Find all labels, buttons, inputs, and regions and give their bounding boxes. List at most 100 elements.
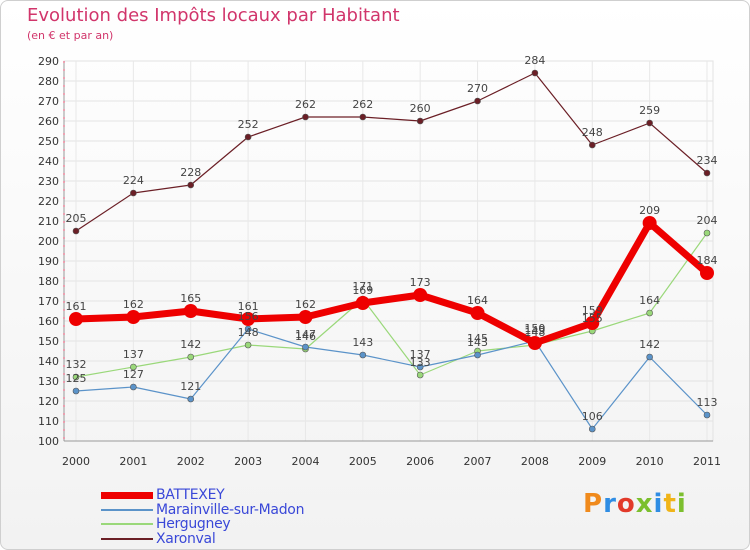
data-point [416, 363, 424, 371]
data-point [298, 310, 313, 324]
data-label: 228 [180, 166, 201, 179]
data-point [416, 371, 424, 379]
data-label: 284 [524, 54, 545, 67]
data-label: 248 [582, 126, 603, 139]
y-tick-label: 140 [38, 355, 59, 368]
series-line [75, 328, 708, 430]
data-label: 260 [410, 102, 431, 115]
x-tick-label: 2007 [464, 455, 492, 468]
y-tick-label: 290 [38, 55, 59, 68]
data-label: 121 [180, 380, 201, 393]
data-label: 205 [66, 212, 87, 225]
y-tick-label: 220 [38, 195, 59, 208]
data-label: 149 [524, 324, 545, 337]
data-label: 164 [639, 294, 660, 307]
data-label: 127 [123, 368, 144, 381]
data-label: 169 [352, 284, 373, 297]
data-point [126, 310, 141, 324]
x-tick-label: 2004 [291, 455, 319, 468]
y-tick-label: 160 [38, 315, 59, 328]
data-label: 165 [180, 292, 201, 305]
data-point [302, 113, 309, 121]
legend-swatch [101, 509, 153, 511]
data-point [72, 387, 80, 395]
data-label: 145 [467, 332, 488, 345]
data-label: 234 [697, 154, 718, 167]
series-line [75, 72, 708, 232]
chart-title: Evolution des Impôts locaux par Habitant [27, 5, 400, 26]
data-label: 146 [295, 330, 316, 343]
data-label: 262 [295, 98, 316, 111]
data-label: 143 [467, 336, 488, 349]
data-label: 148 [524, 326, 545, 339]
data-label: 184 [697, 254, 718, 267]
legend-label: Xaronval [156, 531, 216, 547]
data-label: 224 [123, 174, 144, 187]
legend-swatch [101, 523, 153, 525]
data-label: 143 [352, 336, 373, 349]
y-tick-label: 180 [38, 275, 59, 288]
y-tick-label: 120 [38, 395, 59, 408]
data-point [703, 169, 711, 177]
data-point [130, 363, 137, 371]
x-tick-label: 2001 [119, 455, 147, 468]
data-point [474, 351, 481, 359]
data-point [531, 69, 539, 77]
plot-area [63, 60, 714, 442]
data-label: 161 [238, 300, 259, 313]
y-tick-label: 130 [38, 375, 59, 388]
data-label: 161 [66, 300, 87, 313]
x-tick-label: 2009 [578, 455, 606, 468]
logo-letter: i [653, 489, 664, 519]
proxiti-logo: Proxiti [583, 489, 687, 519]
y-tick-label: 100 [38, 435, 59, 448]
y-tick-label: 230 [38, 175, 59, 188]
x-tick-label: 2010 [636, 455, 664, 468]
y-tick-label: 250 [38, 135, 59, 148]
x-tick-label: 2011 [693, 455, 721, 468]
legend-item-xaronval: Xaronval [101, 531, 216, 547]
data-point [646, 119, 653, 127]
data-point [642, 216, 657, 230]
data-label: 171 [352, 280, 373, 293]
data-point [187, 353, 195, 361]
data-label: 155 [582, 312, 603, 325]
legend-swatch [101, 538, 153, 540]
data-label: 156 [238, 310, 259, 323]
legend-label: BATTEXEY [156, 487, 225, 503]
data-label: 162 [295, 298, 316, 311]
data-point [527, 336, 542, 350]
data-point [585, 316, 600, 330]
data-point [244, 341, 252, 349]
data-point [646, 353, 653, 361]
data-label: 150 [524, 322, 545, 335]
chart-subtitle: (en € et par an) [27, 29, 114, 42]
data-point [703, 411, 711, 419]
data-point [187, 181, 195, 189]
data-point [72, 227, 80, 235]
data-label: 270 [467, 82, 488, 95]
series-line [75, 232, 708, 378]
x-tick-label: 2000 [62, 455, 90, 468]
data-point [69, 312, 83, 326]
series-line [75, 219, 710, 347]
data-point [72, 373, 80, 381]
data-point [416, 117, 424, 125]
logo-letter: o [616, 489, 636, 519]
data-point [646, 309, 653, 317]
y-tick-label: 270 [38, 95, 59, 108]
y-tick-label: 110 [38, 415, 59, 428]
data-point [588, 425, 596, 433]
data-label: 142 [180, 338, 201, 351]
data-label: 159 [582, 304, 603, 317]
data-label: 204 [697, 214, 718, 227]
data-point [359, 113, 367, 121]
data-label: 142 [639, 338, 660, 351]
y-tick-label: 200 [38, 235, 59, 248]
logo-letter: r [603, 489, 617, 519]
data-label: 148 [238, 326, 259, 339]
x-tick-label: 2003 [234, 455, 262, 468]
data-point [413, 288, 428, 302]
y-tick-label: 210 [38, 215, 59, 228]
